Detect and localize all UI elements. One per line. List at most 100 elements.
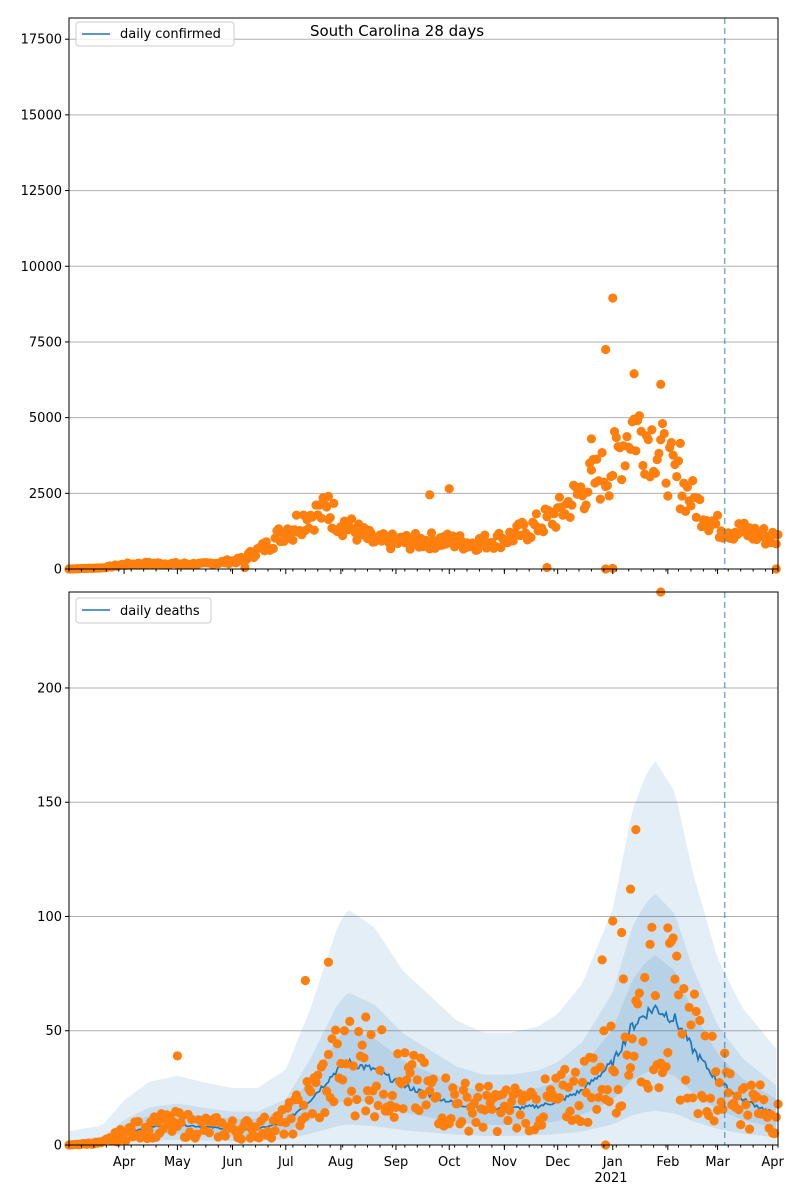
deaths-point [259,1112,270,1122]
deaths-point [407,1059,417,1070]
confirmed-point [338,531,348,541]
deaths-x-ticks: Apr May Jun Jul Aug Sep Oct Nov Dec Jan Feb Mar Apr [68,1145,785,1170]
confirmed-point [691,512,701,522]
confirmed-point [240,562,250,573]
deaths-point [734,1105,744,1115]
deaths-point [620,1032,630,1042]
confirmed-point [586,465,597,475]
y-tick-label: 17500 [21,33,62,48]
confirmed-point [659,428,669,439]
deaths-point [473,1092,483,1102]
confirmed-legend: daily confirmed [75,21,235,47]
deaths-point [675,1095,685,1105]
deaths-point [718,1104,728,1114]
deaths-point [474,1082,485,1092]
deaths-point [414,1105,424,1116]
confirmed-point [309,525,319,535]
confirmed-point [323,491,334,501]
deaths-point [378,1089,389,1099]
uncertainty-band [69,761,777,1145]
deaths-point [663,1048,673,1058]
confirmed-x-ticks [68,569,779,574]
deaths-point [458,1085,469,1095]
confirmed-point [682,482,692,492]
confirmed-point [526,532,536,543]
deaths-point [643,1083,653,1093]
deaths-point [419,1057,429,1068]
deaths-point [597,955,607,965]
confirmed-point [711,519,721,529]
confirmed-point [261,537,271,547]
deaths-point [478,1122,488,1132]
deaths-point [707,1031,717,1041]
confirmed-point [675,438,685,448]
deaths-point [640,972,650,983]
deaths-point [736,1120,746,1130]
deaths-point [453,1098,463,1108]
deaths-point [350,1111,360,1121]
deaths-point [300,1112,310,1122]
confirmed-point [531,509,541,519]
deaths-point [688,1093,698,1103]
confirmed-point [565,512,575,523]
deaths-point [743,1110,753,1120]
deaths-point [288,1129,298,1139]
confirmed-point [663,491,673,501]
deaths-point [679,983,689,994]
confirmed-point [643,434,653,445]
deaths-point [714,1078,724,1088]
y-tick-label: 150 [37,796,62,811]
deaths-point [341,1059,351,1069]
confirmed-point [622,432,632,442]
confirmed-point [538,527,549,537]
deaths-point [693,1108,703,1119]
deaths-point [250,1122,261,1132]
deaths-point [318,1059,328,1069]
deaths-point [428,1074,438,1084]
y-tick-label: 15000 [21,108,62,123]
deaths-point [617,927,627,938]
deaths-point [389,1112,399,1122]
y-tick-label: 12500 [21,184,62,199]
confirmed-point [576,482,586,492]
deaths-point [307,1109,318,1119]
confirmed-point [567,500,577,510]
deaths-point [569,1076,579,1086]
x-tick-label: Aug [328,1155,353,1170]
confirmed-point [654,448,664,458]
deaths-point [627,1034,637,1044]
deaths-point [759,1095,769,1105]
deaths-point [483,1081,493,1091]
confirmed-point [601,344,611,355]
confirmed-point [604,491,614,501]
confirmed-point [672,471,682,482]
confirmed-point [519,520,529,530]
deaths-point [716,1097,726,1107]
deaths-point [563,1082,573,1092]
deaths-point [560,1064,570,1074]
confirmed-y-ticks: 0 2500 5000 7500 10000 12500 15000 17500 [21,33,69,578]
deaths-point [505,1105,515,1116]
deaths-point [606,1021,616,1031]
deaths-point [755,1080,765,1090]
deaths-point [298,1100,309,1110]
deaths-point [638,1036,648,1047]
deaths-point [412,1075,422,1085]
y-tick-label: 2500 [29,487,62,502]
confirmed-point [617,475,627,485]
deaths-point [554,1093,565,1103]
deaths-point [705,1093,716,1103]
deaths-uncertainty-bands [69,761,777,1145]
y-tick-label: 7500 [29,335,62,350]
deaths-point [481,1090,492,1100]
confirmed-point [608,470,618,481]
deaths-point [668,933,678,943]
deaths-point [613,1084,623,1095]
deaths-point [354,1026,364,1037]
confirmed-point [316,513,326,523]
deaths-point [604,1096,614,1107]
confirmed-point [583,487,593,497]
deaths-point [624,1070,634,1080]
deaths-point [531,1094,541,1104]
